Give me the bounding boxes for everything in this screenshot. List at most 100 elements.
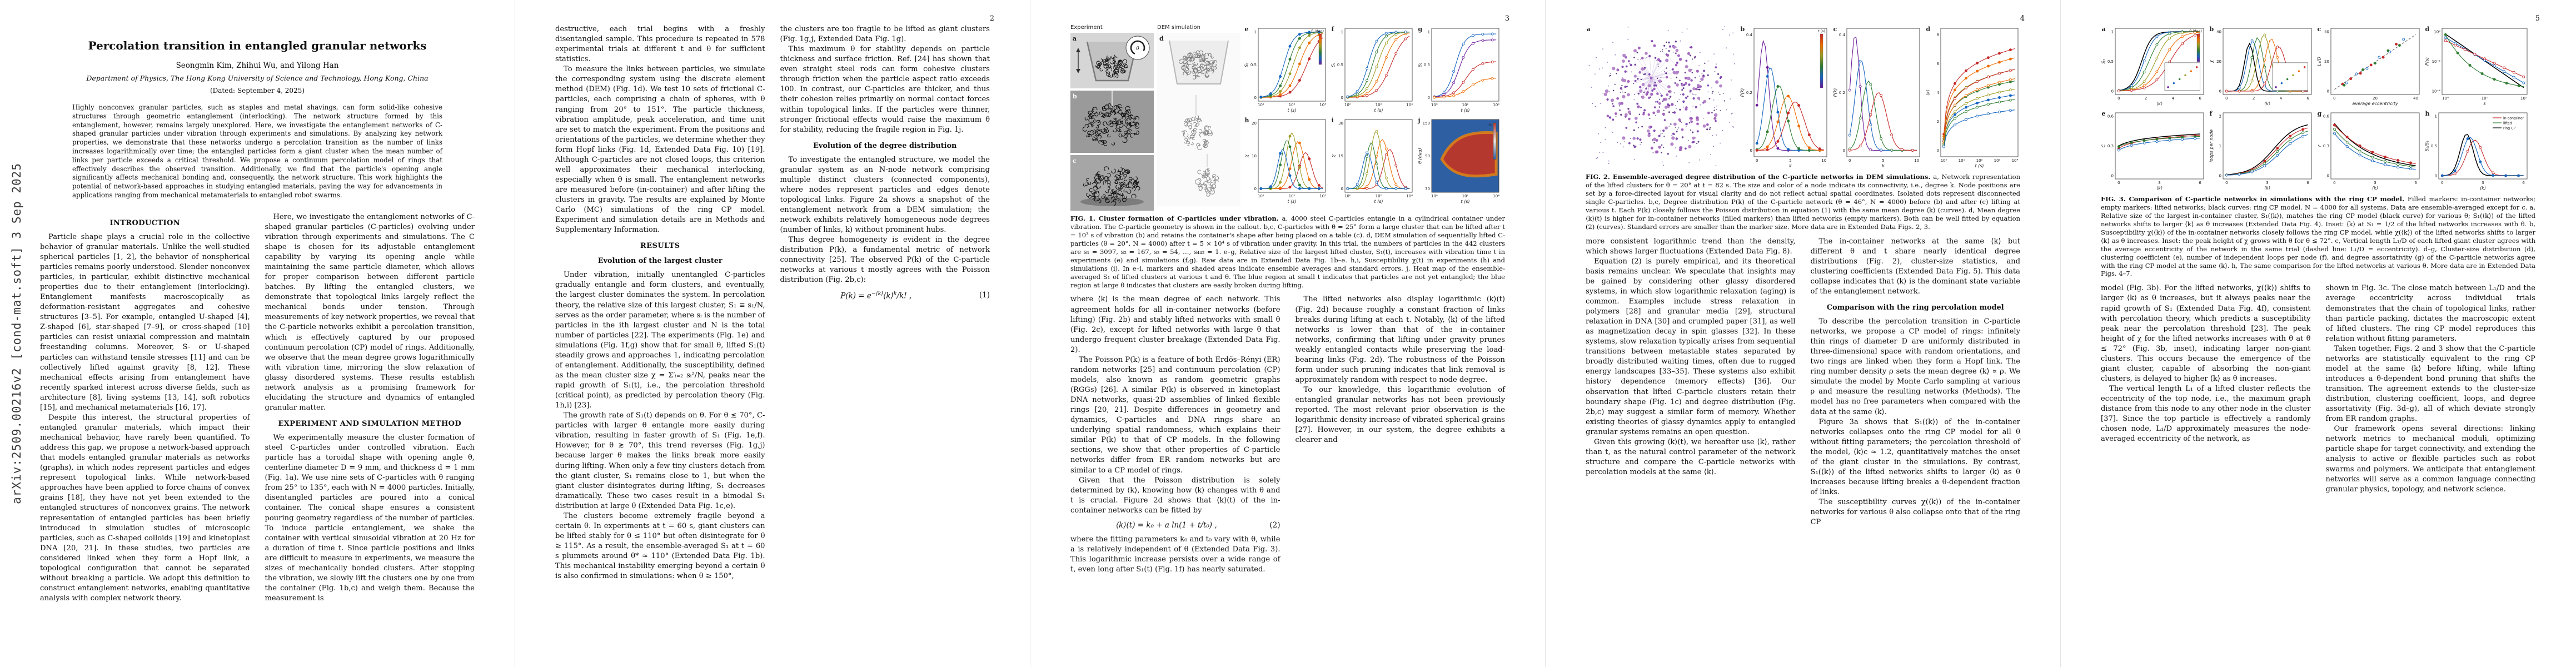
svg-text:d: d xyxy=(1926,26,1930,33)
fig3-panel-b-susceptibility-plot: 0 2 4 6 0 20 40 ⟨k⟩ χ b xyxy=(2209,26,2312,106)
fig3-panel-e-clustering-coefficient: 0 3 6 0 0.3 0.6 ⟨k⟩ Ce xyxy=(2101,110,2204,191)
svg-text:5: 5 xyxy=(1882,158,1884,163)
svg-text:S₁: S₁ xyxy=(1488,123,1492,127)
svg-text:20: 20 xyxy=(2324,59,2329,64)
figure-3-label: FIG. 3. xyxy=(2101,195,2129,203)
svg-text:4: 4 xyxy=(2172,96,2175,101)
two-column-layout: model (Fig. 3b). For the lifted networks… xyxy=(2101,283,2535,494)
svg-text:10⁻²: 10⁻² xyxy=(2432,59,2441,64)
figure-1-label: FIG. 1. xyxy=(1070,215,1099,222)
svg-text:e: e xyxy=(1245,26,1249,33)
svg-text:average eccentricity: average eccentricity xyxy=(2352,101,2398,106)
svg-text:θ (deg): θ (deg) xyxy=(2189,29,2202,33)
page-2: 2 destructive, each trial begins with a … xyxy=(515,0,1030,667)
paragraph: This maximum θ for stability depends on … xyxy=(780,45,990,134)
svg-text:90: 90 xyxy=(1425,154,1430,158)
fig1-panel-b-lifted-cluster-photo: b xyxy=(1070,91,1154,153)
svg-text:10²: 10² xyxy=(1462,103,1469,107)
authors: Seongmin Kim, Zhihui Wu, and Yilong Han xyxy=(176,61,339,70)
paragraph: The clusters become extremely fragile be… xyxy=(555,511,765,581)
svg-text:0: 0 xyxy=(2117,96,2120,101)
paper-title: Percolation transition in entangled gran… xyxy=(88,39,427,52)
svg-text:0.6: 0.6 xyxy=(2107,114,2114,118)
two-column-layout: where ⟨k⟩ is the mean degree of each net… xyxy=(1070,295,1505,575)
figure-2: a 0 5 10 0 0.2 0.4 k P(k) b t (s) 0 5 10 0 0.2 0.4 k P(k… xyxy=(1586,24,2020,231)
svg-text:10⁰: 10⁰ xyxy=(1344,103,1351,107)
equation-body: P(k) = e−⟨k⟩⟨k⟩k/k! , xyxy=(840,290,912,301)
column-left: more consistent logarithmic trend than t… xyxy=(1586,237,1796,478)
svg-text:10⁴: 10⁴ xyxy=(1493,103,1499,107)
fig1-panel-f-s1-simulation-plot: 10⁰ 10² 10⁴ 0 0.5 1 t (s) S₁ f xyxy=(1331,26,1413,113)
svg-text:c: c xyxy=(2318,26,2321,33)
svg-text:i: i xyxy=(1332,117,1334,124)
svg-text:P(k): P(k) xyxy=(1832,88,1837,97)
fig1-panel-j-heatmap: S₁ 10⁰ 10² 10⁴ 30 90 150 t (s) θ (deg) j xyxy=(1418,117,1500,204)
svg-text:10²: 10² xyxy=(2520,96,2527,101)
svg-text:k: k xyxy=(1789,163,1792,168)
fig1-panel-c-rigid-cluster-photo: c xyxy=(1070,155,1154,211)
fig1-panel-i-susceptibility-simulation-plot: 10⁰ 10² 10⁴ 0 15 30 t (s) χ i xyxy=(1331,117,1413,204)
subsection-degree-distribution: Evolution of the degree distribution xyxy=(813,141,957,150)
svg-text:d: d xyxy=(2425,26,2430,33)
svg-text:6: 6 xyxy=(2199,96,2201,101)
svg-text:10: 10 xyxy=(1914,158,1919,163)
svg-text:0: 0 xyxy=(2327,173,2329,178)
svg-text:3: 3 xyxy=(2482,181,2484,185)
paragraph: To investigate the entangled structure, … xyxy=(780,155,990,235)
affiliation: Department of Physics, The Hong Kong Uni… xyxy=(86,74,428,82)
dem-column: DEM simulation d xyxy=(1157,24,1240,206)
paragraph: This degree homogeneity is evident in th… xyxy=(780,236,990,285)
svg-text:10³: 10³ xyxy=(1994,158,2001,163)
svg-text:10⁴: 10⁴ xyxy=(1493,194,1499,198)
svg-text:10⁰: 10⁰ xyxy=(2442,96,2449,101)
svg-text:0.5: 0.5 xyxy=(1424,63,1430,67)
svg-text:0: 0 xyxy=(2225,181,2228,185)
section-results: RESULTS xyxy=(640,242,680,251)
paragraph: To our knowledge, this logarithmic evolu… xyxy=(1295,386,1506,445)
svg-text:10²: 10² xyxy=(1976,158,1983,163)
svg-text:P(k): P(k) xyxy=(1740,88,1745,97)
column-right: shown in Fig. 3c. The close match betwee… xyxy=(2326,283,2536,494)
svg-text:10⁴: 10⁴ xyxy=(1406,103,1413,107)
svg-text:0.3: 0.3 xyxy=(2107,144,2114,148)
paragraph: The Poisson P(k) is a feature of both Er… xyxy=(1070,355,1280,475)
svg-text:0: 0 xyxy=(1341,187,1343,191)
svg-text:10¹: 10¹ xyxy=(2482,96,2488,101)
page-number: 3 xyxy=(1504,14,1509,23)
svg-text:0.5: 0.5 xyxy=(2107,59,2114,64)
svg-text:1: 1 xyxy=(1341,30,1343,34)
svg-text:L₁/D: L₁/D xyxy=(2317,57,2322,66)
two-column-layout: more consistent logarithmic trend than t… xyxy=(1586,237,2020,528)
svg-text:c: c xyxy=(1073,157,1077,165)
svg-text:ring CP: ring CP xyxy=(2503,126,2515,130)
paragraph: Despite this interest, the structural pr… xyxy=(40,413,250,603)
paragraph: Our framework opens several directions: … xyxy=(2325,425,2536,494)
svg-text:χ: χ xyxy=(1331,155,1336,158)
svg-text:⟨k⟩: ⟨k⟩ xyxy=(2372,186,2378,191)
svg-text:0.6: 0.6 xyxy=(2323,114,2330,118)
svg-text:s: s xyxy=(2483,101,2485,106)
svg-text:t (s): t (s) xyxy=(1287,199,1296,204)
svg-text:1: 1 xyxy=(2111,29,2114,34)
svg-text:2: 2 xyxy=(1936,120,1939,124)
svg-text:3: 3 xyxy=(2374,181,2376,185)
paragraph: The lifted networks also display logarit… xyxy=(1295,295,1506,384)
svg-text:1: 1 xyxy=(2219,144,2221,148)
svg-text:10: 10 xyxy=(1821,158,1826,163)
svg-text:0: 0 xyxy=(1254,187,1257,191)
paragraph: more consistent logarithmic trend than t… xyxy=(1586,237,1796,256)
svg-text:10⁰: 10⁰ xyxy=(1431,103,1438,107)
svg-text:10¹: 10¹ xyxy=(1258,103,1264,107)
svg-text:j: j xyxy=(1418,117,1421,124)
svg-text:10⁰: 10⁰ xyxy=(1941,158,1947,163)
svg-text:P(s): P(s) xyxy=(2425,57,2430,66)
svg-text:30: 30 xyxy=(1338,121,1343,126)
svg-text:0.2: 0.2 xyxy=(1746,91,1752,95)
svg-text:40: 40 xyxy=(2216,29,2221,34)
paragraph: To describe the percolation transition i… xyxy=(1810,317,2021,416)
equation-body: ⟨k⟩(t) = k₀ + a ln(1 + t/t₀) , xyxy=(1115,520,1217,530)
svg-text:10: 10 xyxy=(1252,154,1257,158)
svg-text:0.5: 0.5 xyxy=(2431,144,2437,148)
